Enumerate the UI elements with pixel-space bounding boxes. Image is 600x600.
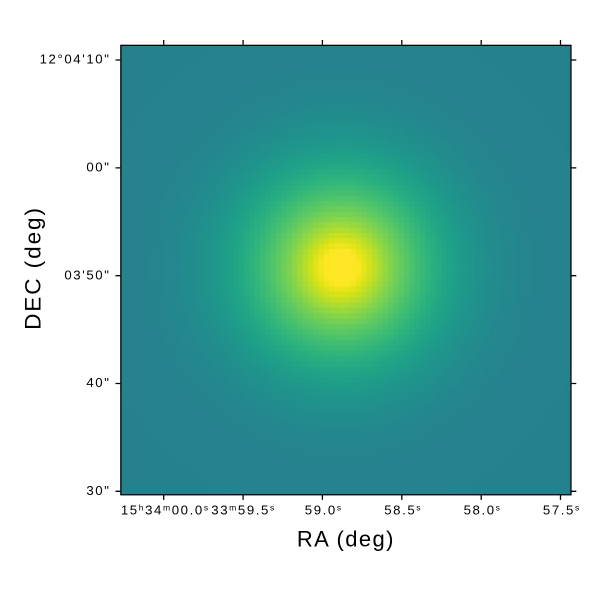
svg-text:40": 40" [86,375,110,390]
svg-text:59.0s: 59.0s [305,502,343,517]
svg-text:12°04'10": 12°04'10" [40,52,111,67]
svg-text:RA (deg): RA (deg) [297,527,395,552]
svg-text:DEC (deg): DEC (deg) [21,206,46,330]
svg-text:30": 30" [86,483,110,498]
svg-text:58.0s: 58.0s [464,502,502,517]
svg-text:57.5s: 57.5s [543,502,581,517]
svg-text:15h34m00.0s: 15h34m00.0s [121,502,210,517]
svg-text:33m59.5s: 33m59.5s [211,502,276,517]
svg-text:58.5s: 58.5s [384,502,422,517]
svg-text:03'50": 03'50" [64,267,110,282]
svg-text:00": 00" [86,160,110,175]
